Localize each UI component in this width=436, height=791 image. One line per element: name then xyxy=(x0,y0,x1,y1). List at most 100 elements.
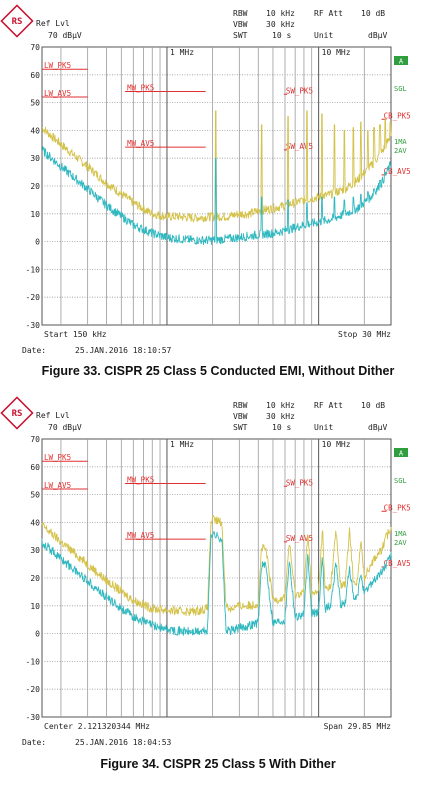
limit-label-sw-pk5: SW_PK5 xyxy=(286,86,313,95)
figure-2-caption: Figure 34. CISPR 25 Class 5 With Dither xyxy=(100,757,336,771)
y-tick-label: -30 xyxy=(26,713,41,722)
trace1-label: 1MA xyxy=(394,530,407,538)
y-tick-label: 70 xyxy=(30,435,40,444)
swt-label: SWT xyxy=(233,423,248,432)
x-tick-label: 10 MHz xyxy=(322,48,351,57)
vbw-value: 30 kHz xyxy=(266,20,295,29)
x-tick-label: 1 MHz xyxy=(170,48,194,57)
date-value: 25.JAN.2016 18:04:53 xyxy=(75,738,172,747)
trace-2av xyxy=(41,146,392,246)
date-label: Date: xyxy=(22,738,46,747)
vbw-label: VBW xyxy=(233,20,248,29)
date-value: 25.JAN.2016 18:10:57 xyxy=(75,346,172,355)
ref-level-value: 70 dBµV xyxy=(48,31,82,40)
trace-1ma xyxy=(41,515,392,617)
trace1-label: 1MA xyxy=(394,138,407,146)
limit-label-cb-av5: CB_AV5 xyxy=(384,167,411,176)
rohde-schwarz-logo: RS xyxy=(0,4,34,38)
trace2-label: 2AV xyxy=(394,539,407,547)
y-tick-label: 30 xyxy=(30,154,40,163)
unit-value: dBµV xyxy=(368,423,387,432)
limit-label-sw-av5: SW_AV5 xyxy=(286,142,313,151)
rbw-value: 10 kHz xyxy=(266,401,295,410)
vbw-value: 30 kHz xyxy=(266,412,295,421)
trace-a-label: A xyxy=(399,450,404,458)
limit-label-mw-pk5: MW_PK5 xyxy=(127,83,154,92)
y-tick-label: 70 xyxy=(30,43,40,52)
unit-value: dBµV xyxy=(368,31,387,40)
limit-label-mw-av5: MW_AV5 xyxy=(127,531,154,540)
unit-label: Unit xyxy=(314,31,333,40)
limit-label-mw-av5: MW_AV5 xyxy=(127,139,154,148)
rf-att-label: RF Att xyxy=(314,401,343,410)
logo-glyph: RS xyxy=(12,409,23,419)
figure-2: RS Ref Lvl 70 dBµV RBW 10 kHz VBW 30 kHz SWT 10 … xyxy=(0,392,436,758)
rf-att-label: RF Att xyxy=(314,9,343,18)
trace-a-badge xyxy=(394,448,408,457)
y-tick-label: -10 xyxy=(26,265,41,274)
y-tick-label: -20 xyxy=(26,293,41,302)
limit-label-cb-av5: CB_AV5 xyxy=(384,559,411,568)
y-tick-label: 60 xyxy=(30,463,40,472)
y-tick-label: 40 xyxy=(30,126,40,135)
sgl-label: SGL xyxy=(394,477,407,485)
y-tick-label: 40 xyxy=(30,518,40,527)
logo-glyph: RS xyxy=(12,17,23,27)
limit-label-lw-pk5: LW_PK5 xyxy=(44,453,71,462)
y-tick-label: 20 xyxy=(30,182,40,191)
y-tick-label: 10 xyxy=(30,602,40,611)
y-tick-label: 30 xyxy=(30,546,40,555)
y-tick-label: 50 xyxy=(30,491,40,500)
span-end-label: Span 29.85 MHz xyxy=(324,722,392,731)
y-tick-label: 10 xyxy=(30,210,40,219)
trace-2av xyxy=(41,530,392,636)
rf-att-value: 10 dB xyxy=(361,401,385,410)
y-tick-label: 0 xyxy=(35,630,40,639)
limit-label-sw-pk5: SW_PK5 xyxy=(286,478,313,487)
x-tick-label: 1 MHz xyxy=(170,440,194,449)
figure-1: RS Ref Lvl 70 dBµV RBW 10 kHz VBW 30 kHz SWT 10 … xyxy=(0,0,436,366)
rbw-label: RBW xyxy=(233,401,248,410)
figure-1-caption: Figure 33. CISPR 25 Class 5 Conducted EM… xyxy=(41,364,395,378)
plot-frame xyxy=(41,438,392,718)
y-tick-label: 50 xyxy=(30,99,40,108)
spectrum-chart-2: RS Ref Lvl 70 dBµV RBW 10 kHz VBW 30 kHz SWT 10 … xyxy=(0,396,411,747)
ref-level-value: 70 dBµV xyxy=(48,423,82,432)
y-tick-label: -20 xyxy=(26,685,41,694)
limit-label-lw-av5: LW_AV5 xyxy=(44,481,71,490)
unit-label: Unit xyxy=(314,423,333,432)
ref-level-label: Ref Lvl xyxy=(36,19,70,28)
rbw-label: RBW xyxy=(233,9,248,18)
sgl-label: SGL xyxy=(394,85,407,93)
swt-label: SWT xyxy=(233,31,248,40)
y-tick-label: 60 xyxy=(30,71,40,80)
trace-a-badge xyxy=(394,56,408,65)
limit-label-lw-pk5: LW_PK5 xyxy=(44,61,71,70)
spectrum-chart-1: RS Ref Lvl 70 dBµV RBW 10 kHz VBW 30 kHz SWT 10 … xyxy=(0,4,411,355)
rbw-value: 10 kHz xyxy=(266,9,295,18)
span-start-label: Center 2.121320344 MHz xyxy=(44,722,150,731)
y-tick-label: -30 xyxy=(26,321,41,330)
span-start-label: Start 150 kHz xyxy=(44,330,107,339)
limit-label-cb-pk5: CB_PK5 xyxy=(384,503,411,512)
rohde-schwarz-logo: RS xyxy=(0,396,34,430)
date-label: Date: xyxy=(22,346,46,355)
trace-a-label: A xyxy=(399,58,404,66)
limit-label-lw-av5: LW_AV5 xyxy=(44,89,71,98)
y-tick-label: 20 xyxy=(30,574,40,583)
x-tick-label: 10 MHz xyxy=(322,440,351,449)
limit-label-mw-pk5: MW_PK5 xyxy=(127,475,154,484)
y-tick-label: -10 xyxy=(26,657,41,666)
limit-label-sw-av5: SW_AV5 xyxy=(286,534,313,543)
vbw-label: VBW xyxy=(233,412,248,421)
swt-value: 10 s xyxy=(272,31,291,40)
logo-diamond xyxy=(0,396,34,430)
y-tick-label: 0 xyxy=(35,238,40,247)
ref-level-label: Ref Lvl xyxy=(36,411,70,420)
rf-att-value: 10 dB xyxy=(361,9,385,18)
limit-label-cb-pk5: CB_PK5 xyxy=(384,111,411,120)
trace2-label: 2AV xyxy=(394,147,407,155)
logo-diamond xyxy=(0,4,34,38)
swt-value: 10 s xyxy=(272,423,291,432)
span-end-label: Stop 30 MHz xyxy=(338,330,391,339)
